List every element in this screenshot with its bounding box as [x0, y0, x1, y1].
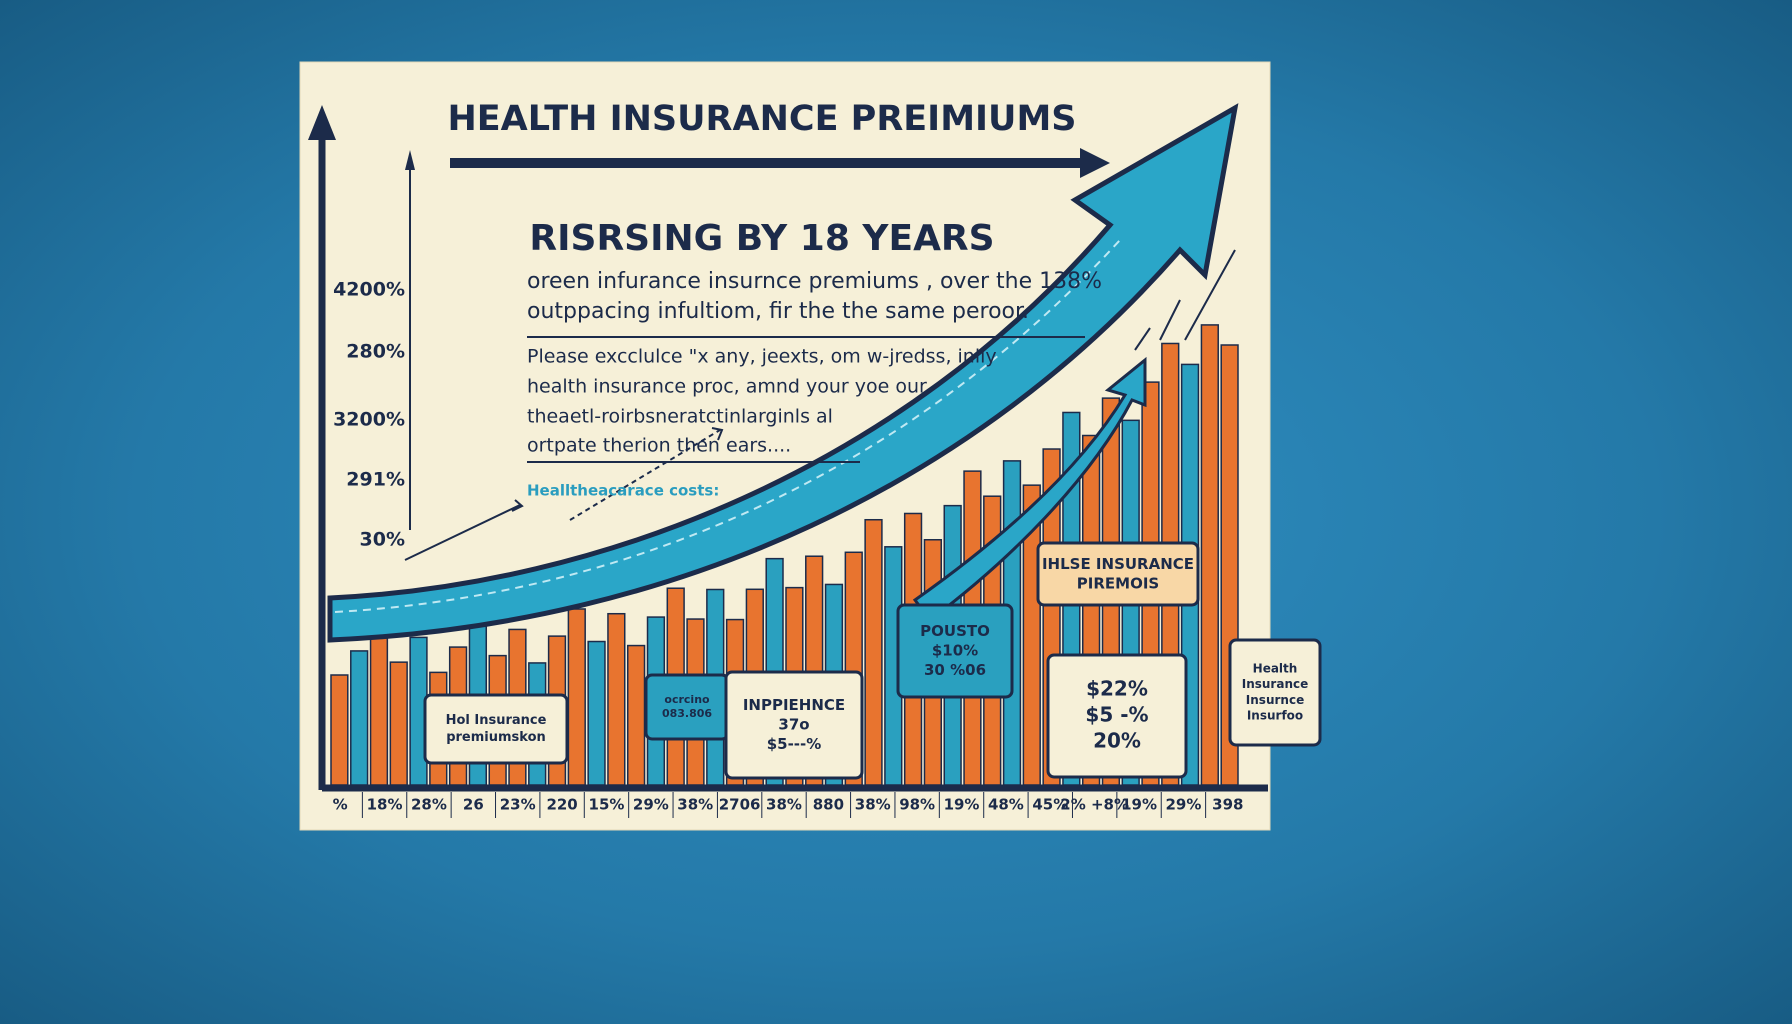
callout-text: 37o [778, 716, 809, 734]
body-line: oreen infurance insurnce premiums , over… [527, 269, 1102, 294]
callout-text: Insurnce [1246, 693, 1304, 707]
x-label: 23% [500, 796, 536, 814]
bar [350, 650, 369, 786]
x-label: 38% [677, 796, 713, 814]
callout-text: Health [1253, 662, 1298, 676]
x-label: 19% [1121, 796, 1157, 814]
bar [626, 644, 646, 786]
inner-axis-arrow [405, 150, 415, 170]
note-line: health insurance proc, amnd your yoe our [527, 376, 927, 398]
x-label: 220 [546, 796, 577, 814]
callout-text: IHLSE INSURANCE [1042, 555, 1194, 573]
callout-text: $5 -% [1085, 703, 1148, 727]
callout-box [896, 603, 1014, 699]
bar [369, 625, 389, 786]
callout-text: ocrcino [664, 693, 710, 706]
callout-box [1046, 653, 1188, 779]
callout-text: $5---% [767, 735, 822, 753]
x-label: 19% [944, 796, 980, 814]
x-label: 26 [463, 796, 484, 814]
y-label: 280% [346, 341, 405, 363]
x-label: 398 [1212, 796, 1243, 814]
note-line: ortpate therion then ears.... [527, 435, 791, 457]
dashed-arrow [569, 429, 721, 521]
callout-text: 083.806 [662, 707, 712, 720]
y-axis-arrow [308, 105, 336, 140]
bar [567, 608, 586, 786]
y-label: 291% [346, 469, 405, 491]
bar [1200, 324, 1219, 786]
y-label: 3200% [333, 409, 405, 431]
trend-arrows [1134, 249, 1236, 351]
x-label: 2706 [719, 796, 761, 814]
x-label: 2% +8% [1060, 796, 1129, 814]
secondary-arrow [912, 356, 1147, 623]
body-line: outppacing infultiom, fir the the same p… [527, 299, 1029, 324]
x-label: % [333, 796, 348, 814]
bar [587, 640, 606, 786]
x-label: 45% [1032, 796, 1068, 814]
x-labels: % 18% 28% 26 23% 220 15% 29% 38% 2706 38% 880 38% 98%… [333, 792, 1243, 818]
x-label: 18% [367, 796, 403, 814]
callout-box [423, 693, 569, 765]
title-arrow-head [1080, 148, 1110, 178]
bar [330, 674, 349, 786]
x-label: 29% [633, 796, 669, 814]
y-labels: 4200% 280% 3200% 291% 30% [333, 279, 405, 551]
callout-text: $10% [932, 642, 978, 660]
callout-text: 30 %06 [924, 661, 986, 679]
y-label: 4200% [333, 279, 405, 301]
callout-text: INPPIEHNCE [743, 696, 845, 714]
x-label: 38% [855, 796, 891, 814]
x-label: 98% [899, 796, 935, 814]
bar [389, 661, 408, 786]
subtitle: RISRSING BY 18 YEARS [529, 218, 994, 259]
callout-text: Hol Insurance [446, 713, 547, 728]
callout-text: 20% [1093, 729, 1141, 753]
rising-arrow [327, 103, 1239, 643]
arrow-head [711, 427, 724, 441]
callout-text: POUSTO [920, 622, 990, 640]
small-arrow [404, 499, 524, 561]
callout-text: PIREMOIS [1077, 574, 1159, 592]
callout-text: Insurance [1242, 677, 1309, 691]
x-label: 880 [813, 796, 844, 814]
x-label: 38% [766, 796, 802, 814]
y-label: 30% [360, 529, 405, 551]
x-label: 29% [1165, 796, 1201, 814]
callout-text: premiumskon [446, 730, 546, 745]
callout-text: Insurfoo [1247, 708, 1303, 722]
callout-text: $22% [1086, 677, 1148, 701]
title: HEALTH INSURANCE PREIMIUMS [447, 99, 1076, 139]
x-label: 28% [411, 796, 447, 814]
callout-box [1036, 541, 1200, 607]
x-label: 48% [988, 796, 1024, 814]
x-label: 15% [589, 796, 625, 814]
note-line: Please excclulce "x any, jeexts, om w-jr… [527, 346, 997, 368]
caption: Healltheacarace costs: [527, 482, 719, 500]
callout-box [724, 670, 864, 780]
note-line: theaetl-roirbsneratctinlarginls al [527, 406, 833, 428]
callout-box [1228, 638, 1322, 747]
bar [607, 612, 626, 786]
bar [864, 518, 883, 786]
